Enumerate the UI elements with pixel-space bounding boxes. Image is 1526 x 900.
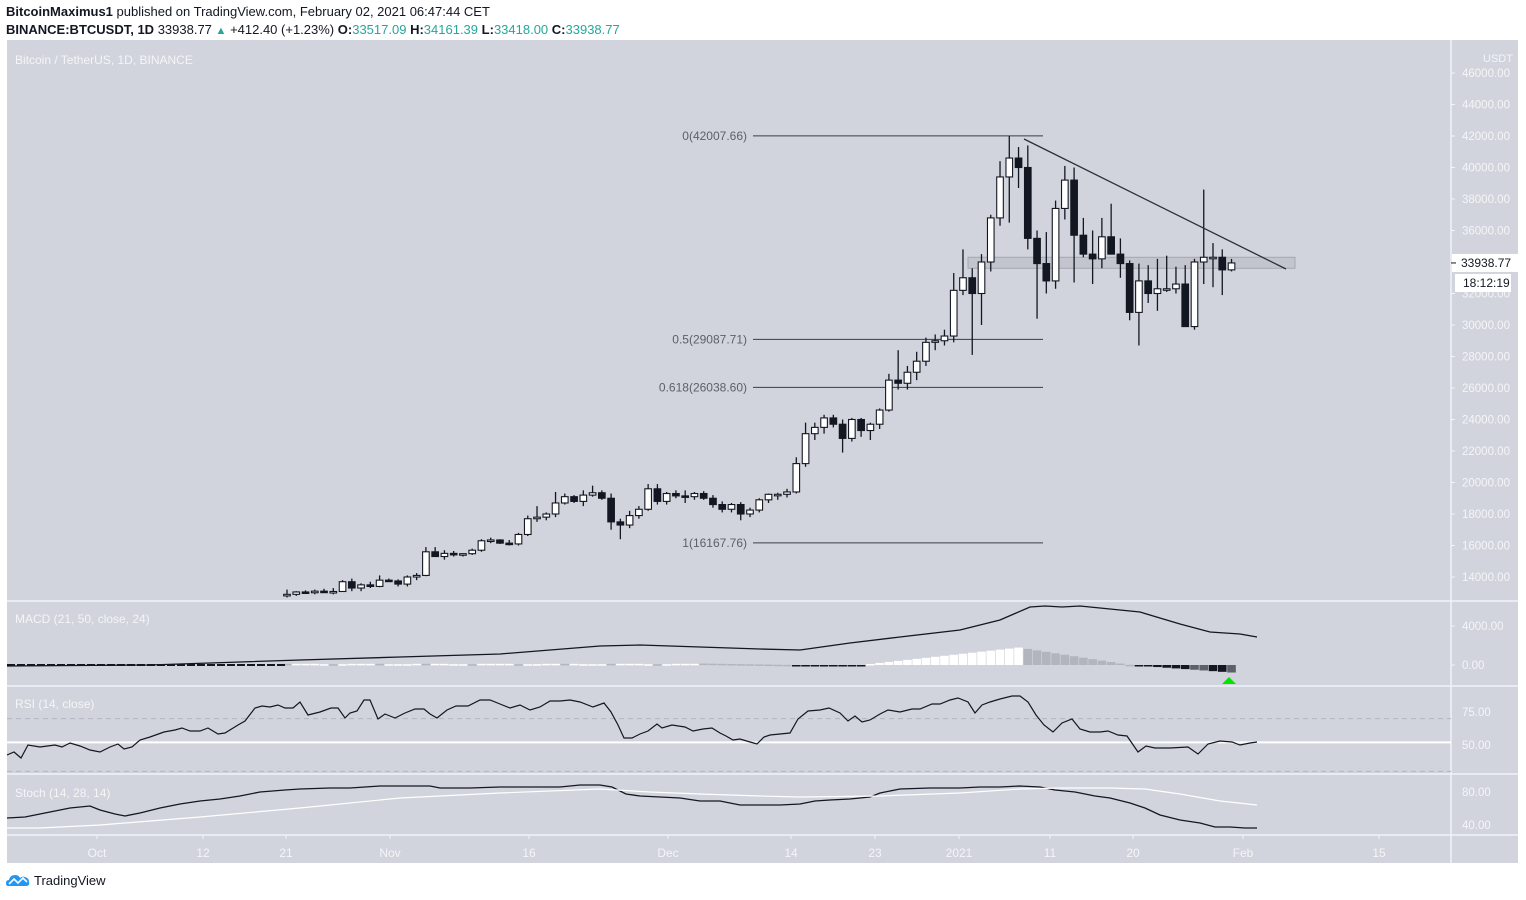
price-change: +412.40 (+1.23%) xyxy=(230,22,335,37)
svg-text:46000.00: 46000.00 xyxy=(1462,68,1510,80)
svg-text:4000.00: 4000.00 xyxy=(1462,621,1504,633)
publish-info: BitcoinMaximus1 published on TradingView… xyxy=(6,4,490,19)
svg-text:0(42007.66): 0(42007.66) xyxy=(682,129,747,143)
svg-text:12: 12 xyxy=(196,846,210,860)
last-price: 33938.77 xyxy=(157,22,212,37)
svg-text:18000.00: 18000.00 xyxy=(1462,509,1510,521)
svg-text:0.5(29087.71): 0.5(29087.71) xyxy=(672,332,747,346)
svg-text:30000.00: 30000.00 xyxy=(1462,320,1510,332)
svg-text:33938.77: 33938.77 xyxy=(1461,256,1511,270)
low-value: 33418.00 xyxy=(493,22,549,37)
svg-text:50.00: 50.00 xyxy=(1462,740,1491,752)
svg-text:1(16167.76): 1(16167.76) xyxy=(682,536,747,550)
svg-text:18:12:19: 18:12:19 xyxy=(1463,276,1510,290)
svg-text:11: 11 xyxy=(1044,846,1057,860)
up-arrow-icon: ▲ xyxy=(215,25,227,37)
svg-text:23: 23 xyxy=(868,846,882,860)
svg-text:20: 20 xyxy=(1126,846,1140,860)
chart-canvas[interactable]: USDT 46000.00 44000.00 42000.00 40000.00 3800… xyxy=(0,0,1526,870)
svg-text:75.00: 75.00 xyxy=(1462,707,1491,719)
high-label: H: xyxy=(410,22,424,37)
svg-text:16000.00: 16000.00 xyxy=(1462,541,1510,553)
svg-text:15: 15 xyxy=(1372,846,1386,860)
svg-text:16: 16 xyxy=(522,846,536,860)
stoch-pane-title: Stoch (14, 28, 14) xyxy=(15,786,111,800)
brand-name: TradingView xyxy=(34,872,106,888)
high-value: 34161.39 xyxy=(423,22,479,37)
svg-text:Nov: Nov xyxy=(379,846,400,860)
low-label: L: xyxy=(481,22,494,37)
svg-text:22000.00: 22000.00 xyxy=(1462,446,1510,458)
svg-text:USDT: USDT xyxy=(1483,53,1513,65)
svg-text:Oct: Oct xyxy=(88,846,107,860)
svg-text:80.00: 80.00 xyxy=(1462,787,1491,799)
tradingview-cloud-icon xyxy=(6,875,30,886)
svg-text:20000.00: 20000.00 xyxy=(1462,478,1510,490)
main-pane-title: Bitcoin / TetherUS, 1D, BINANCE xyxy=(15,53,193,67)
svg-text:28000.00: 28000.00 xyxy=(1462,352,1510,364)
open-label: O: xyxy=(337,22,353,37)
published-text: published on TradingView.com, February 0… xyxy=(112,4,490,19)
svg-text:Feb: Feb xyxy=(1233,846,1254,860)
svg-text:36000.00: 36000.00 xyxy=(1462,226,1510,238)
author-name[interactable]: BitcoinMaximus1 xyxy=(6,4,113,19)
svg-text:0.00: 0.00 xyxy=(1462,660,1484,672)
svg-text:40000.00: 40000.00 xyxy=(1462,163,1510,175)
svg-text:21: 21 xyxy=(279,846,293,860)
svg-text:38000.00: 38000.00 xyxy=(1462,194,1510,206)
symbol-label: BINANCE:BTCUSDT, 1D xyxy=(6,22,155,37)
symbol-info: BINANCE:BTCUSDT, 1D 33938.77 ▲ +412.40 (… xyxy=(6,22,620,37)
svg-text:Dec: Dec xyxy=(657,846,678,860)
tradingview-logo[interactable]: TradingView xyxy=(6,872,106,888)
svg-text:26000.00: 26000.00 xyxy=(1462,383,1510,395)
svg-text:42000.00: 42000.00 xyxy=(1462,131,1510,143)
macd-pane-title: MACD (21, 50, close, 24) xyxy=(15,612,150,626)
svg-text:2021: 2021 xyxy=(946,846,973,860)
open-value: 33517.09 xyxy=(352,22,407,37)
svg-text:14: 14 xyxy=(784,846,798,860)
rsi-pane-title: RSI (14, close) xyxy=(15,697,95,711)
close-value: 33938.77 xyxy=(565,22,620,37)
svg-text:14000.00: 14000.00 xyxy=(1462,572,1510,584)
svg-text:24000.00: 24000.00 xyxy=(1462,415,1510,427)
svg-text:44000.00: 44000.00 xyxy=(1462,100,1510,112)
svg-text:0.618(26038.60): 0.618(26038.60) xyxy=(659,380,747,394)
close-label: C: xyxy=(551,22,566,37)
svg-text:40.00: 40.00 xyxy=(1462,820,1491,832)
